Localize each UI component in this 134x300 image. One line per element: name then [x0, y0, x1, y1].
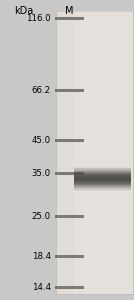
- Text: 18.4: 18.4: [32, 252, 51, 261]
- Bar: [55, 286, 84, 290]
- Text: 25.0: 25.0: [32, 212, 51, 221]
- Bar: [74, 183, 131, 184]
- Text: 66.2: 66.2: [32, 86, 51, 95]
- Bar: [74, 182, 131, 183]
- Text: 35.0: 35.0: [32, 169, 51, 178]
- Bar: [55, 17, 84, 20]
- Text: 116.0: 116.0: [26, 14, 51, 23]
- Bar: [74, 171, 131, 172]
- Bar: [74, 177, 131, 178]
- Bar: [74, 175, 131, 177]
- Bar: [74, 172, 131, 174]
- Bar: [74, 169, 131, 171]
- Bar: [74, 174, 131, 175]
- Bar: [55, 215, 84, 218]
- Bar: [74, 175, 131, 176]
- Bar: [74, 178, 131, 179]
- Text: kDa: kDa: [14, 5, 34, 16]
- Bar: [74, 179, 131, 181]
- Bar: [74, 178, 131, 180]
- Bar: [74, 11, 133, 294]
- Bar: [74, 167, 131, 169]
- Bar: [55, 89, 84, 92]
- Bar: [74, 180, 131, 182]
- Bar: [74, 187, 131, 188]
- Bar: [74, 188, 131, 189]
- Text: 45.0: 45.0: [32, 136, 51, 145]
- Bar: [55, 172, 84, 175]
- Bar: [74, 184, 131, 186]
- Bar: [74, 168, 131, 170]
- Bar: [74, 182, 131, 184]
- Bar: [74, 186, 131, 188]
- Bar: [55, 139, 84, 142]
- Bar: [55, 255, 84, 258]
- Bar: [74, 170, 131, 171]
- Bar: [74, 173, 131, 174]
- Bar: [74, 176, 131, 178]
- Text: 14.4: 14.4: [32, 284, 51, 292]
- Bar: [56, 11, 133, 294]
- Bar: [74, 189, 131, 191]
- Bar: [74, 181, 131, 182]
- Bar: [74, 171, 131, 173]
- Bar: [74, 167, 131, 168]
- Bar: [74, 188, 131, 190]
- Text: M: M: [65, 5, 74, 16]
- Bar: [74, 184, 131, 185]
- Bar: [74, 185, 131, 187]
